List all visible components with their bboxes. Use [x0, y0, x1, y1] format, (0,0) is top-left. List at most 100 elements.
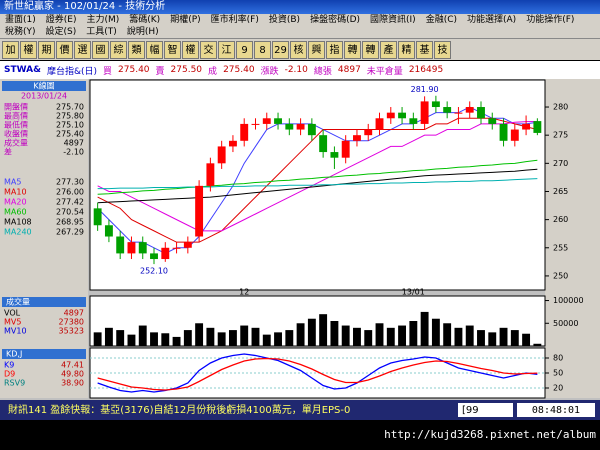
tool-button[interactable]: 選 — [74, 41, 91, 59]
menu-item[interactable]: 工具(T) — [86, 27, 117, 37]
tool-button[interactable]: 幅 — [146, 41, 163, 59]
menu-item[interactable]: 證券(E) — [45, 15, 77, 25]
tool-button[interactable]: 精 — [398, 41, 415, 59]
stat-value: 275.40 — [56, 130, 84, 139]
menu-item[interactable]: 設定(S) — [45, 27, 77, 37]
volume-bar — [341, 325, 350, 346]
volume-bar — [296, 323, 305, 346]
candle-body — [375, 118, 384, 130]
menu-item[interactable]: 畫面(1) — [5, 15, 36, 25]
menu-item[interactable]: 國際資訊(I) — [370, 15, 416, 25]
ma-line — [97, 168, 538, 204]
side-date: 2013/01/24 — [21, 92, 67, 101]
menu-item[interactable]: 籌碼(K) — [129, 15, 161, 25]
tool-button[interactable]: 核 — [290, 41, 307, 59]
legend-value: 268.95 — [56, 218, 84, 227]
tool-button[interactable]: 加 — [2, 41, 19, 59]
tool-button[interactable]: 國 — [92, 41, 109, 59]
stat-label: 開盤價 — [4, 102, 28, 112]
tool-button[interactable]: 交 — [200, 41, 217, 59]
legend-name: MV10 — [4, 327, 27, 336]
tool-button[interactable]: 29 — [272, 41, 289, 59]
menu-item[interactable]: 主力(M) — [86, 15, 120, 25]
volume-bar — [262, 334, 271, 346]
x-tick-label: 12 — [239, 288, 249, 297]
panel-title: 成交量 — [6, 297, 30, 307]
legend-name: MA60 — [4, 208, 27, 217]
menu-item[interactable]: 金融(C) — [425, 15, 458, 25]
ma-line — [97, 117, 538, 243]
tool-button[interactable]: 指 — [326, 41, 343, 59]
legend-value: 277.30 — [56, 178, 84, 187]
menu-item[interactable]: 操盤密碼(D) — [310, 15, 361, 25]
candle-body — [386, 112, 395, 119]
tool-button[interactable]: 權 — [20, 41, 37, 59]
tool-button[interactable]: 轉 — [362, 41, 379, 59]
volume-bar — [375, 323, 384, 346]
quote-label: 賣 — [155, 66, 165, 77]
quote-value: 216495 — [408, 65, 444, 75]
menu-item[interactable]: 功能操作(F) — [526, 15, 575, 25]
menu-item[interactable]: 功能選擇(A) — [467, 15, 517, 25]
candle-body — [330, 152, 339, 158]
stat-value: 275.70 — [56, 103, 84, 112]
menu-item[interactable]: 稅務(Y) — [5, 27, 36, 37]
tool-button[interactable]: 類 — [128, 41, 145, 59]
candle-body — [341, 140, 350, 158]
ma-line — [97, 121, 538, 232]
candle-body — [274, 118, 282, 124]
plot-bg — [89, 295, 546, 347]
tool-button[interactable]: 基 — [416, 41, 433, 59]
tool-button[interactable]: 智 — [164, 41, 181, 59]
panel-title: KD,J — [6, 350, 22, 359]
candle-body — [183, 242, 192, 248]
tool-button[interactable]: 技 — [434, 41, 451, 59]
legend-value: 35323 — [59, 327, 84, 336]
status-time: 08:48:01 — [532, 405, 580, 416]
menu-item[interactable]: 期權(P) — [170, 15, 201, 25]
volume-bar — [488, 332, 497, 346]
tool-button[interactable]: 興 — [308, 41, 325, 59]
legend-name: RSV9 — [4, 379, 25, 388]
stat-value: 275.80 — [56, 112, 84, 121]
ma-line — [97, 159, 538, 195]
candle-body — [477, 107, 485, 119]
quote-value: -2.10 — [284, 65, 308, 75]
legend-value: 276.00 — [56, 188, 84, 197]
volume-bar — [319, 314, 328, 346]
quote-value: 275.40 — [118, 65, 150, 75]
legend-value: 277.42 — [56, 198, 84, 207]
kd-line — [97, 357, 538, 391]
tool-button[interactable]: 價 — [56, 41, 73, 59]
volume-bar — [172, 336, 181, 346]
footer: http://kujd3268.pixnet.net/album — [0, 420, 600, 450]
tool-button[interactable]: 期 — [38, 41, 55, 59]
quote-value: 275.50 — [170, 65, 203, 75]
tool-button[interactable]: 綜 — [110, 41, 127, 59]
menu-item[interactable]: 投資(B) — [268, 15, 301, 25]
volume-bar — [274, 332, 282, 346]
volume-bar — [240, 325, 249, 346]
tool-button[interactable]: 轉 — [344, 41, 361, 59]
candle-body — [104, 225, 113, 237]
legend-name: MA20 — [4, 198, 27, 207]
tool-button[interactable]: 9 — [236, 41, 253, 59]
tool-button[interactable]: 江 — [218, 41, 235, 59]
candle-body — [409, 118, 418, 124]
quote-label: 總張 — [313, 66, 332, 77]
legend-name: MV5 — [4, 318, 21, 327]
candle-body — [533, 121, 542, 133]
side-header — [2, 297, 86, 307]
menu-item[interactable]: 匯市利率(F) — [210, 15, 259, 25]
stat-label: 成交量 — [4, 138, 28, 148]
stat-label: 收盤價 — [4, 129, 28, 139]
candle-body — [161, 247, 170, 260]
annotation: 281.90 — [411, 85, 439, 94]
candle-body — [488, 118, 497, 124]
symbol-name: 摩台指&(日) — [46, 66, 98, 77]
tool-button[interactable]: 8 — [254, 41, 271, 59]
menu-item[interactable]: 說明(H) — [126, 27, 159, 37]
tool-button[interactable]: 權 — [182, 41, 199, 59]
tool-button[interactable]: 產 — [380, 41, 397, 59]
